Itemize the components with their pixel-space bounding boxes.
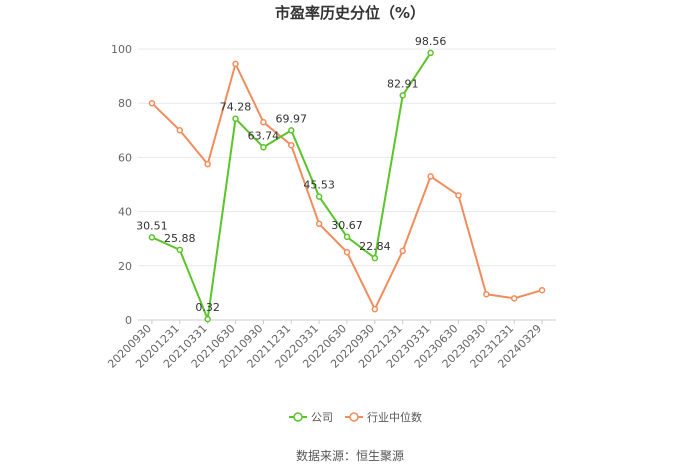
data-point xyxy=(288,141,295,149)
data-label: 30.67 xyxy=(331,219,363,232)
data-point xyxy=(399,247,406,255)
data-point xyxy=(232,60,239,68)
series xyxy=(148,49,546,323)
y-tick-label: 40 xyxy=(118,206,132,219)
y-tick-label: 0 xyxy=(125,314,132,327)
legend-item[interactable]: 公司 xyxy=(289,411,333,424)
data-label: 30.51 xyxy=(136,219,168,232)
y-tick-label: 80 xyxy=(118,97,132,110)
data-point xyxy=(176,127,184,134)
data-label: 63.74 xyxy=(248,129,280,142)
y-tick-label: 60 xyxy=(118,151,132,164)
data-point xyxy=(427,173,434,180)
data-label: 82.91 xyxy=(387,77,419,90)
data-point xyxy=(510,295,518,302)
data-label: 69.97 xyxy=(276,112,308,125)
y-tick-label: 20 xyxy=(118,260,132,273)
data-point xyxy=(371,305,379,313)
source-text: 数据来源：恒生聚源 xyxy=(296,448,404,463)
data-point xyxy=(427,49,434,57)
data-point xyxy=(399,92,406,99)
data-label: 98.56 xyxy=(415,35,447,48)
x-axis: 2020093020201231202103312021063020210930… xyxy=(105,319,556,371)
data-label: 25.88 xyxy=(164,232,196,245)
legend-marker xyxy=(349,412,359,422)
legend-label: 公司 xyxy=(311,411,333,424)
data-label: 45.53 xyxy=(303,179,335,192)
y-tick-label: 100 xyxy=(111,43,132,56)
data-point xyxy=(148,99,156,107)
data-point xyxy=(315,220,323,228)
data-point xyxy=(455,192,462,199)
data-point xyxy=(343,249,351,256)
legend-item[interactable]: 行业中位数 xyxy=(345,410,422,424)
data-point xyxy=(315,193,323,200)
data-point xyxy=(176,246,184,254)
data-point xyxy=(204,160,211,168)
legend-label: 行业中位数 xyxy=(367,410,422,424)
legend[interactable]: 公司 行业中位数 xyxy=(289,410,422,424)
legend-marker xyxy=(293,412,303,422)
grid xyxy=(138,48,556,321)
data-label: 22.84 xyxy=(359,240,391,253)
data-label: 74.28 xyxy=(220,101,252,114)
data-point xyxy=(371,254,379,262)
series-line xyxy=(151,61,543,312)
data-point xyxy=(288,127,295,134)
data-point xyxy=(260,118,267,126)
data-point xyxy=(148,234,156,241)
data-point xyxy=(538,286,546,294)
data-point xyxy=(204,315,211,323)
y-axis: 0 20 40 60 80 100 xyxy=(111,43,132,327)
data-point xyxy=(232,115,239,122)
chart-title: 市盈率历史分位（%） xyxy=(275,4,425,22)
data-label: 0.32 xyxy=(195,301,220,314)
data-point xyxy=(260,144,267,151)
data-point xyxy=(343,233,351,241)
data-point xyxy=(483,291,490,298)
